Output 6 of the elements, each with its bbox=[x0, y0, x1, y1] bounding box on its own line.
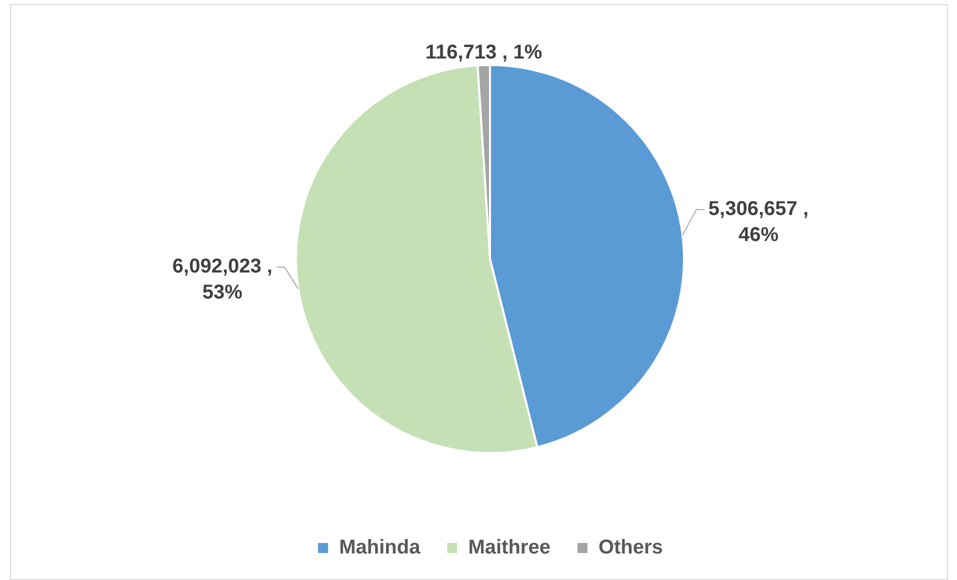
data-label: 5,306,657 , 46% bbox=[708, 198, 809, 246]
legend-label: Mahinda bbox=[339, 536, 422, 559]
data-label: 116,713 , 1% bbox=[425, 42, 542, 64]
legend-label: Others bbox=[598, 536, 663, 559]
legend-label: Maithree bbox=[468, 536, 550, 559]
data-label: 6,092,023 , 53% bbox=[172, 256, 272, 304]
